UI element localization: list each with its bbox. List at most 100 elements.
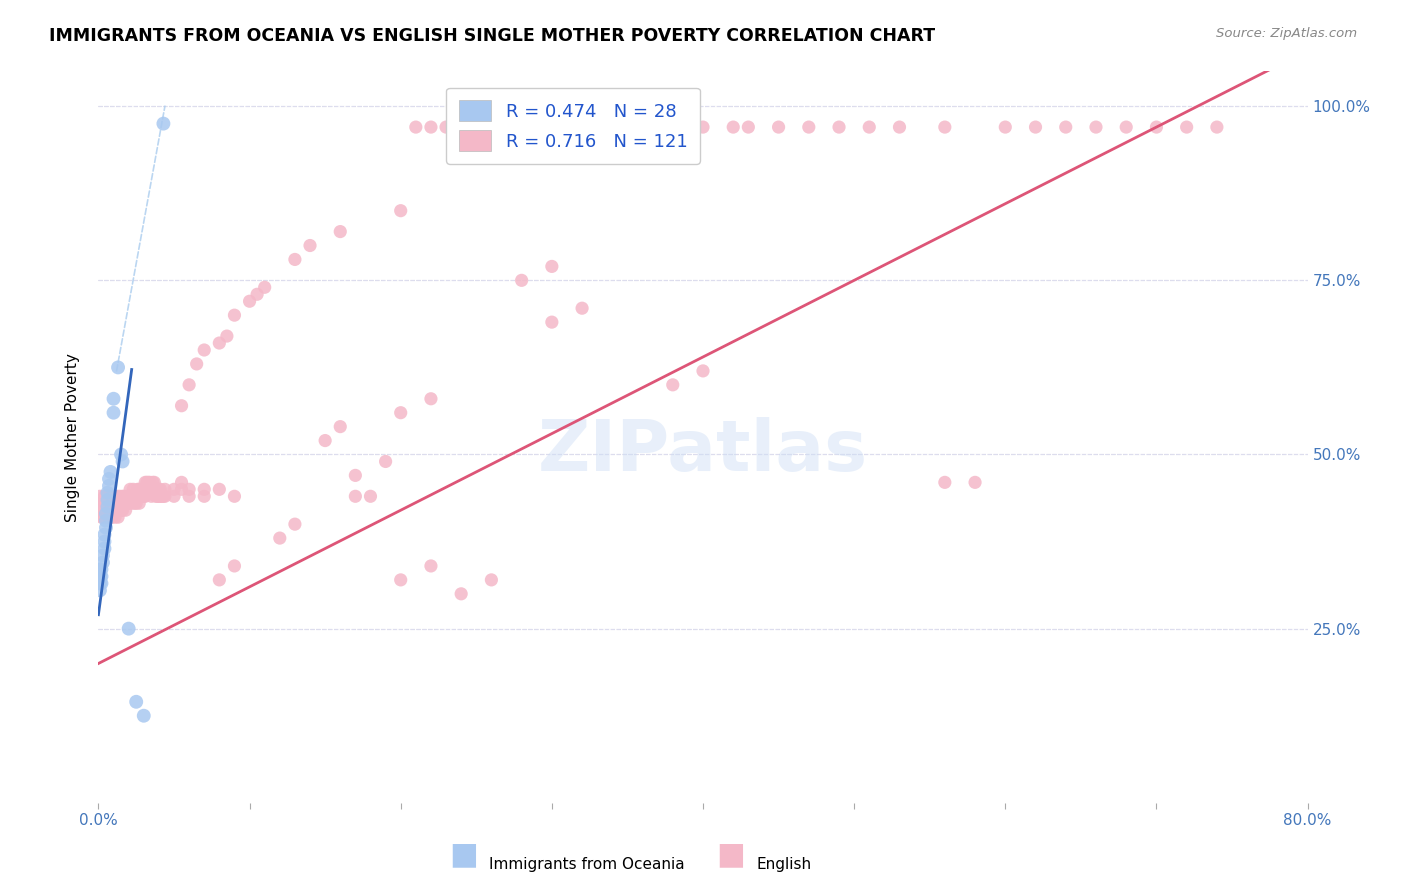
Text: English: English (756, 857, 811, 872)
Point (1115, 120, 1137, 134)
Point (100, 465, 122, 479)
Point (111, 454, 134, 468)
Point (1024, 120, 1046, 134)
Point (94, 496, 117, 510)
Point (101, 503, 124, 517)
Point (135, 475, 157, 490)
Point (360, 489, 382, 503)
Point (246, 287, 269, 301)
Point (125, 489, 148, 503)
Point (481, 573, 503, 587)
Point (150, 489, 173, 503)
Point (94, 503, 117, 517)
Point (98, 489, 121, 503)
Point (100, 496, 122, 510)
Point (148, 489, 170, 503)
Point (94, 514, 117, 528)
Point (141, 489, 163, 503)
Point (723, 120, 745, 134)
Point (98, 472, 121, 486)
Point (120, 483, 142, 497)
Point (768, 120, 790, 134)
Point (132, 708, 155, 723)
Point (124, 496, 146, 510)
Point (94, 489, 117, 503)
Point (122, 489, 145, 503)
Point (692, 120, 714, 134)
Point (616, 120, 638, 134)
Point (420, 120, 443, 134)
Point (120, 489, 142, 503)
Point (112, 496, 135, 510)
Point (934, 120, 956, 134)
Text: Source: ZipAtlas.com: Source: ZipAtlas.com (1216, 27, 1357, 40)
Point (98, 503, 121, 517)
Point (90, 569, 112, 583)
Point (314, 434, 336, 448)
Point (94, 510, 117, 524)
Point (152, 117, 174, 131)
Point (122, 483, 145, 497)
Point (540, 260, 562, 274)
Point (284, 517, 307, 532)
Point (127, 489, 149, 503)
Point (89, 489, 111, 503)
Point (98, 479, 121, 493)
Point (89, 583, 111, 598)
Point (149, 483, 172, 497)
Point (128, 483, 150, 497)
Point (344, 468, 367, 483)
Point (93, 503, 115, 517)
Point (114, 503, 136, 517)
Point (828, 120, 851, 134)
Point (153, 489, 176, 503)
Point (193, 489, 215, 503)
Point (170, 483, 193, 497)
Point (797, 120, 820, 134)
Point (96, 489, 118, 503)
Point (125, 695, 148, 709)
Point (108, 503, 131, 517)
Point (179, 489, 201, 503)
Point (495, 120, 517, 134)
Point (1144, 120, 1167, 134)
Point (208, 573, 231, 587)
Point (135, 483, 157, 497)
Point (602, 120, 624, 134)
Point (193, 483, 215, 497)
Point (405, 120, 427, 134)
Point (107, 360, 129, 375)
Point (110, 503, 132, 517)
Point (145, 483, 167, 497)
Point (118, 496, 141, 510)
Point (224, 308, 246, 322)
Point (91, 503, 114, 517)
Point (105, 489, 128, 503)
Point (107, 496, 129, 510)
Point (136, 475, 159, 490)
Point (142, 483, 165, 497)
Point (224, 558, 246, 573)
Point (284, 252, 307, 267)
Point (136, 483, 159, 497)
Point (111, 489, 134, 503)
Point (193, 343, 215, 357)
Point (90, 510, 112, 524)
Point (96, 496, 118, 510)
Point (115, 489, 138, 503)
Point (129, 483, 152, 497)
Point (389, 573, 412, 587)
Point (145, 489, 167, 503)
Point (329, 419, 352, 434)
Point (450, 587, 472, 601)
Point (1175, 120, 1198, 134)
Point (94, 521, 117, 535)
Point (389, 406, 412, 420)
Point (139, 475, 162, 490)
Point (269, 531, 291, 545)
Point (91, 549, 114, 563)
Point (148, 483, 170, 497)
Point (132, 483, 155, 497)
Point (344, 489, 367, 503)
Point (737, 120, 759, 134)
